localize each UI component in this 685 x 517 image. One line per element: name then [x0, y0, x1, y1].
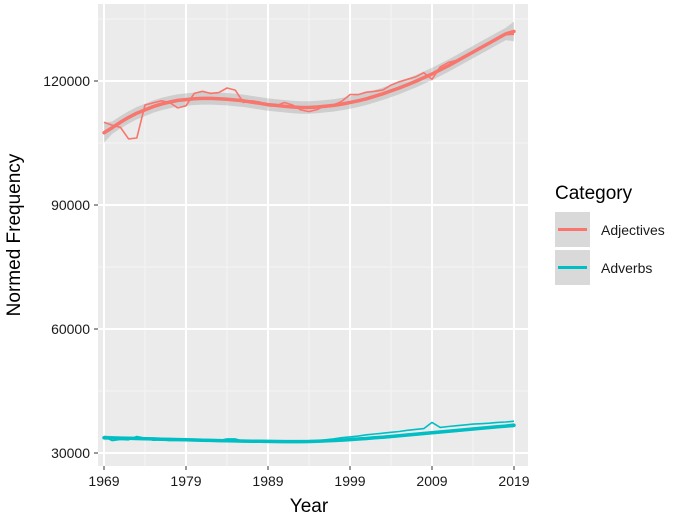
- x-tick-label: 1989: [252, 473, 283, 489]
- x-tick-label: 1999: [334, 473, 365, 489]
- ticks: 1969 1979 1989 1999 2009 2019 30000 60000 90000 1…: [43, 73, 529, 489]
- y-tick-label: 90000: [51, 197, 90, 213]
- y-tick-label: 120000: [43, 73, 90, 89]
- x-tick-label: 2009: [416, 473, 447, 489]
- x-tick-label: 2019: [498, 473, 529, 489]
- x-axis-title: Year: [290, 496, 329, 517]
- legend: Category Adjectives Adverbs: [555, 183, 665, 285]
- legend-label-adjectives: Adjectives: [601, 222, 665, 238]
- series-layer: [102, 21, 516, 444]
- x-tick-label: 1979: [170, 473, 201, 489]
- plot-panel: [98, 4, 528, 466]
- y-tick-label: 60000: [51, 321, 90, 337]
- y-tick-label: 30000: [51, 445, 90, 461]
- trend-line-adverbs: [102, 423, 516, 444]
- legend-label-adverbs: Adverbs: [601, 260, 652, 276]
- legend-title: Category: [555, 183, 633, 204]
- series-line-adjectives: [103, 33, 515, 140]
- grid: [98, 4, 528, 466]
- y-axis-title: Normed Frequency: [4, 153, 25, 316]
- x-tick-label: 1969: [88, 473, 119, 489]
- trend-line-adjectives: [102, 29, 516, 135]
